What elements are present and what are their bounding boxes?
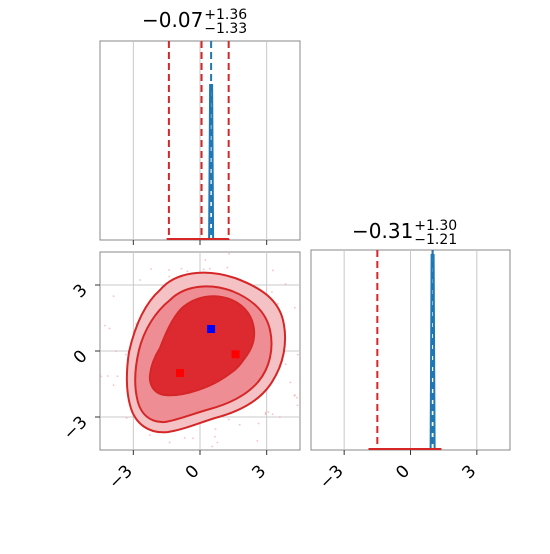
scatter-point: [103, 324, 106, 327]
scatter-point: [124, 353, 127, 356]
scatter-point: [180, 267, 183, 270]
scatter-point: [271, 413, 274, 416]
joint-ytick-label: 3: [70, 280, 92, 302]
scatter-point: [112, 384, 115, 387]
scatter-point: [108, 327, 111, 330]
right-title-median: −0.31: [352, 219, 414, 243]
scatter-point: [112, 295, 115, 298]
joint-marker: [207, 325, 216, 333]
scatter-point: [289, 381, 292, 384]
scatter-point: [168, 275, 171, 278]
joint-xtick-label: 0: [182, 461, 204, 483]
right-xtick-label: 0: [392, 461, 414, 483]
scatter-point: [267, 411, 270, 413]
scatter-point: [293, 306, 296, 309]
joint-xtick-label: 3: [248, 461, 270, 483]
scatter-point: [204, 259, 207, 261]
scatter-point: [211, 445, 214, 448]
scatter-point: [183, 436, 186, 439]
top-title-upper: +1.36: [204, 7, 248, 23]
scatter-point: [304, 311, 306, 313]
scatter-point: [264, 411, 267, 414]
scatter-point: [202, 268, 205, 271]
scatter-point: [238, 423, 241, 426]
marker-layer: [176, 325, 240, 377]
right-title-lower: −1.21: [414, 232, 458, 248]
top-marginal-lines: [166, 41, 230, 240]
scatter-point: [149, 434, 151, 436]
joint-xtick-label: −3: [105, 461, 137, 493]
scatter-point: [168, 441, 171, 444]
scatter-point: [100, 320, 101, 322]
top-title-median: −0.07: [142, 8, 204, 32]
scatter-point: [213, 435, 216, 438]
right-xtick-label: 3: [459, 461, 481, 483]
scatter-point: [214, 428, 217, 431]
scatter-point: [168, 269, 170, 271]
right-marginal-lines: [368, 250, 442, 450]
scatter-point: [284, 283, 287, 285]
right-histogram: [429, 254, 436, 450]
scatter-point: [284, 363, 287, 366]
scatter-point: [116, 375, 119, 378]
scatter-point: [186, 270, 189, 273]
scatter-point: [294, 394, 296, 396]
scatter-point: [226, 266, 229, 269]
scatter-point: [271, 269, 274, 272]
scatter-point: [264, 413, 267, 416]
scatter-point: [296, 353, 299, 356]
scatter-point: [106, 375, 109, 377]
scatter-point: [192, 437, 194, 440]
joint-contours: [97, 252, 306, 448]
top-title-lower: −1.33: [204, 21, 248, 37]
scatter-point: [216, 441, 219, 444]
scatter-point: [150, 268, 153, 270]
scatter-point: [256, 439, 259, 442]
scatter-point: [227, 418, 230, 421]
joint-marker: [231, 350, 240, 359]
scatter-point: [228, 252, 231, 255]
right-xtick-label: −3: [316, 461, 348, 493]
right-title-errors: +1.30 −1.21: [414, 219, 457, 247]
scatter-point: [279, 416, 281, 418]
scatter-point: [100, 375, 102, 378]
scatter-point: [208, 267, 211, 270]
joint-ytick-label: −3: [60, 412, 92, 444]
joint-marker: [176, 369, 184, 377]
right-marginal-title: −0.31 +1.30 −1.21: [352, 219, 457, 247]
scatter-point: [296, 396, 298, 399]
scatter-point: [296, 404, 299, 407]
top-title-errors: +1.36 −1.33: [204, 8, 247, 36]
scatter-point: [97, 371, 99, 373]
scatter-point: [257, 422, 260, 425]
scatter-point: [114, 350, 117, 353]
top-marginal-title: −0.07 +1.36 −1.33: [142, 8, 247, 36]
scatter-point: [125, 417, 128, 419]
scatter-point: [276, 303, 279, 305]
top-histogram: [208, 84, 215, 240]
scatter-point: [139, 279, 142, 281]
joint-ytick-label: 0: [70, 346, 92, 368]
scatter-point: [271, 291, 273, 293]
right-title-upper: +1.30: [414, 218, 458, 234]
